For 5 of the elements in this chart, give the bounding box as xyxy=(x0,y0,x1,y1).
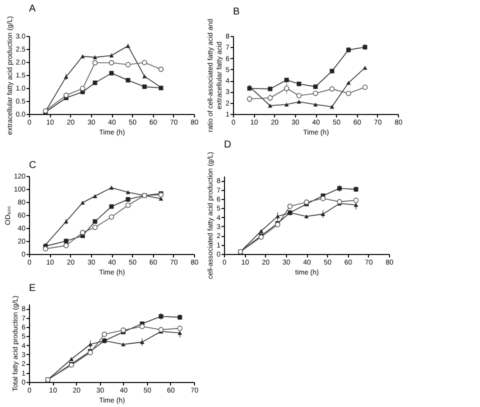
chart-title: B xyxy=(233,6,240,18)
chart-title: E xyxy=(29,283,36,294)
chart-title: D xyxy=(224,139,232,150)
chart-title: A xyxy=(29,4,36,15)
chart-title: C xyxy=(29,160,36,171)
